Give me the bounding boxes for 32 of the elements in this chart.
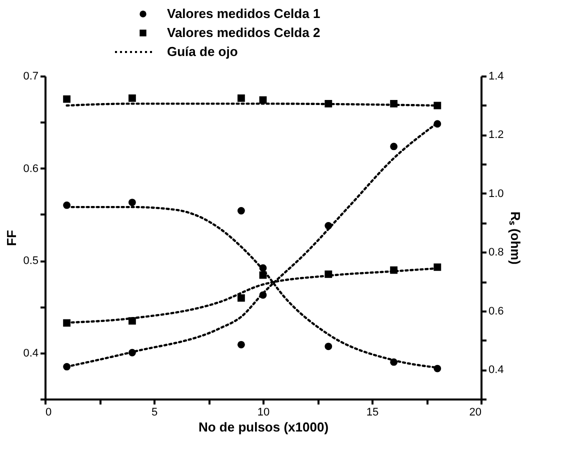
point: [390, 142, 398, 150]
y2-tick-label: 0.6: [488, 305, 504, 318]
legend-label: Guía de ojo: [167, 44, 238, 59]
x-axis-title: No de pulsos (x1000): [198, 420, 329, 434]
point: [237, 340, 245, 348]
point: [237, 207, 245, 214]
x-tick-label: 15: [366, 406, 379, 418]
point: [128, 198, 136, 206]
point: [237, 94, 245, 102]
y2-tick-label: 0.8: [488, 246, 504, 259]
x-tick-label: 0: [46, 406, 52, 418]
point: [434, 364, 442, 372]
y2-tick-label: 1.4: [488, 70, 504, 82]
y-tick-label: 0.6: [23, 162, 38, 175]
x-tick-label: 5: [151, 406, 158, 418]
y2-tick-label: 1.0: [488, 188, 504, 200]
point: [324, 342, 332, 350]
y-tick-label: 0.7: [23, 70, 38, 82]
y-tick-label: 0.5: [23, 255, 38, 268]
y2-tick-label: 1.2: [488, 129, 504, 142]
x-tick-label: 20: [469, 406, 482, 418]
point: [259, 271, 267, 279]
y-tick-label: 0.4: [23, 347, 38, 360]
point: [237, 294, 245, 302]
x-tick-label: 10: [257, 406, 270, 418]
legend-label: Valores medidos Celda 2: [167, 25, 320, 40]
point: [63, 95, 71, 103]
point: [128, 94, 136, 102]
y2-axis-title: Rₛ (ohm): [508, 211, 523, 265]
legend-label: Valores medidos Celda 1: [167, 6, 320, 21]
y2-tick-label: 0.4: [488, 364, 504, 376]
y-axis-title: FF: [4, 230, 20, 246]
